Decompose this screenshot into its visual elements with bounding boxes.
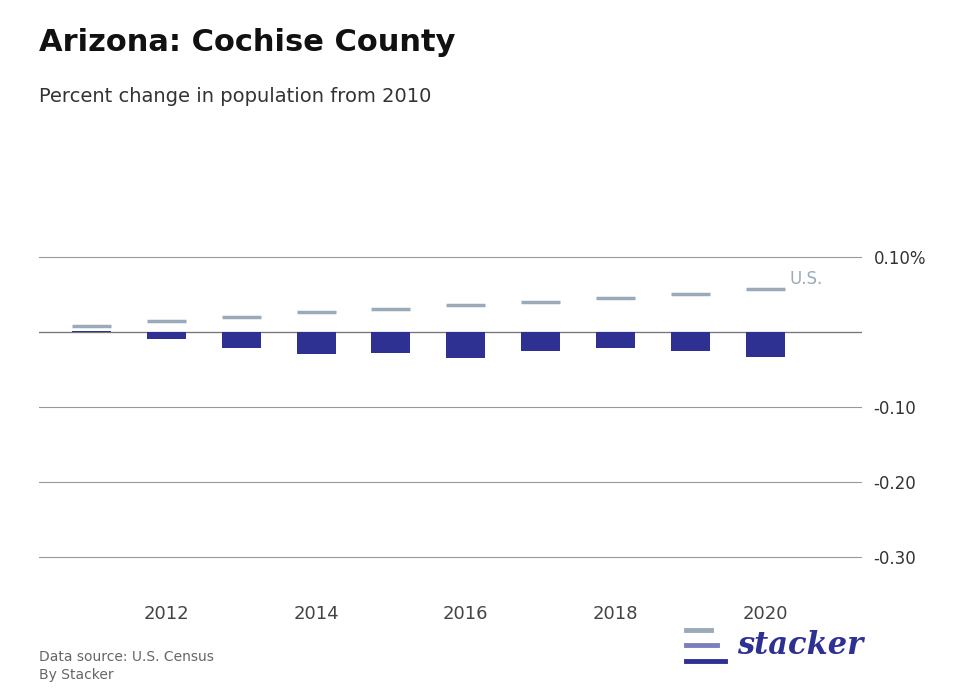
Text: By Stacker: By Stacker: [39, 668, 114, 682]
Text: U.S.: U.S.: [789, 270, 822, 287]
Text: stacker: stacker: [737, 630, 863, 661]
Bar: [147, 332, 186, 339]
Text: Arizona: Cochise County: Arizona: Cochise County: [39, 28, 456, 57]
Bar: [521, 332, 560, 351]
Bar: [746, 332, 785, 356]
Bar: [221, 332, 261, 348]
Text: Percent change in population from 2010: Percent change in population from 2010: [39, 87, 431, 106]
Bar: [671, 332, 710, 351]
Bar: [446, 332, 485, 358]
Text: Data source: U.S. Census: Data source: U.S. Census: [39, 650, 214, 664]
Bar: [371, 332, 411, 353]
Bar: [596, 332, 635, 348]
Bar: [297, 332, 335, 354]
Bar: [73, 331, 111, 332]
